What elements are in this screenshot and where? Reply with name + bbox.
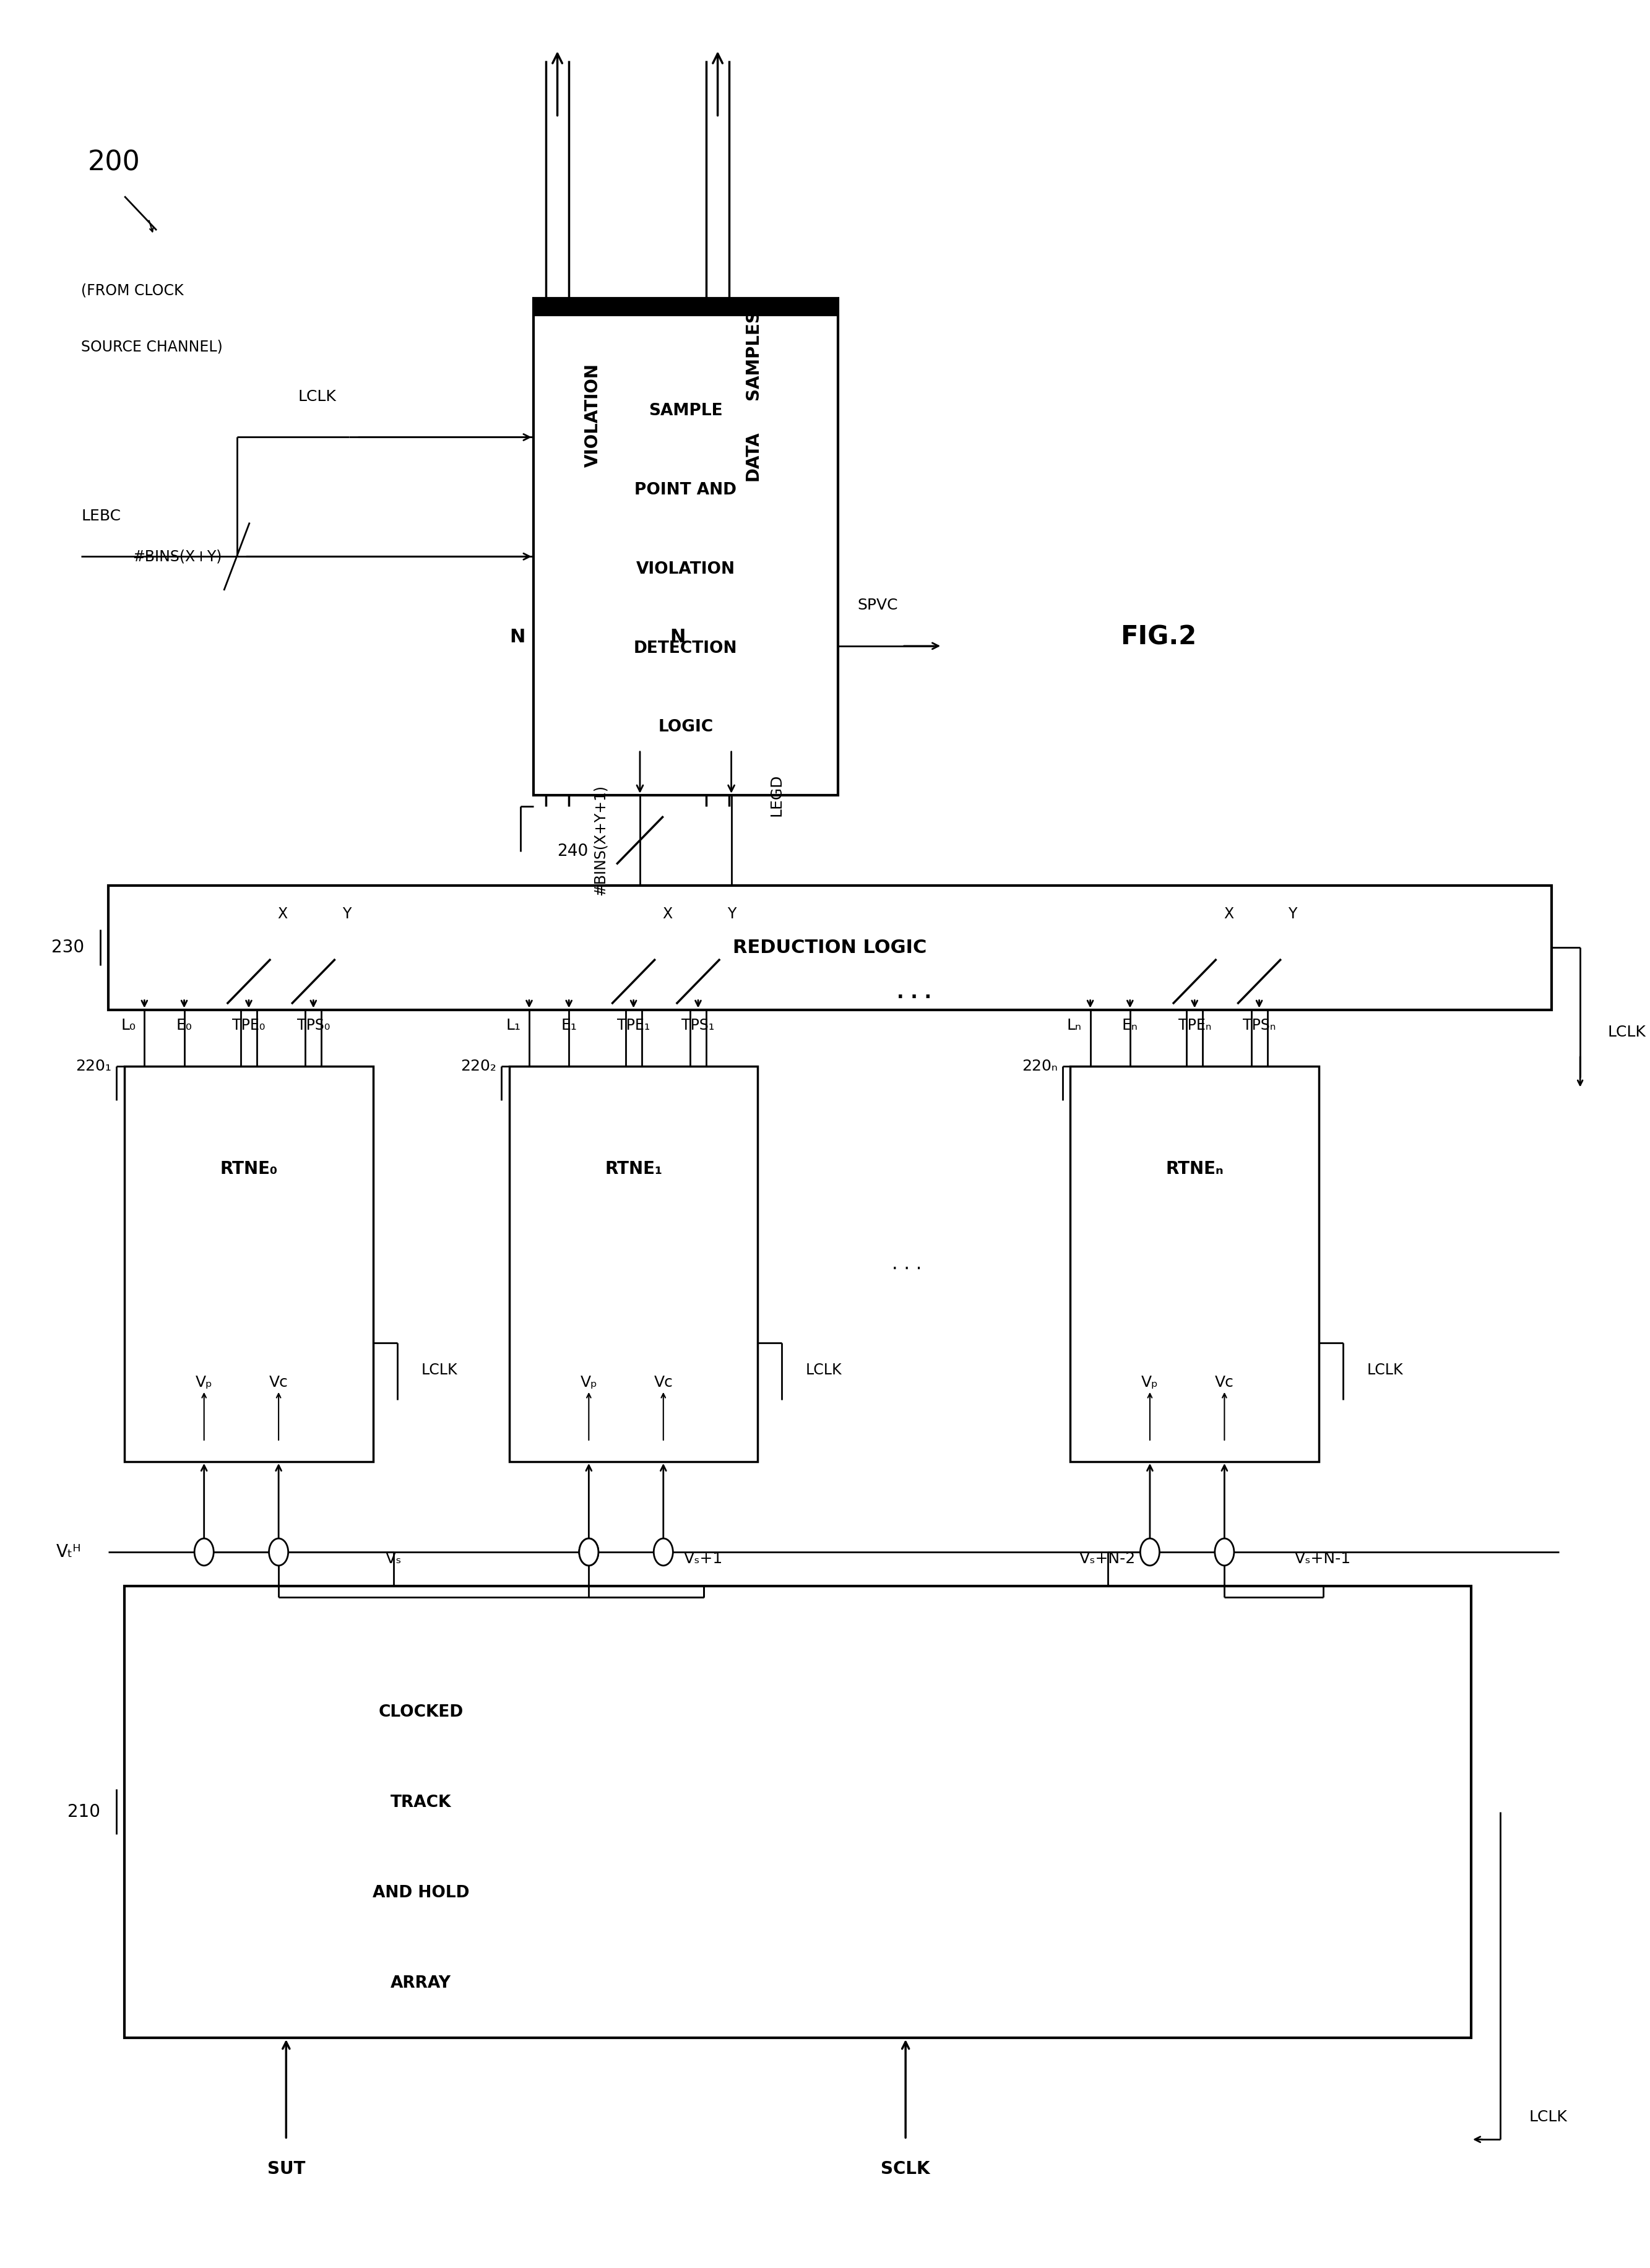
Text: TPEₙ: TPEₙ (1178, 1018, 1211, 1032)
Text: RTNE₁: RTNE₁ (606, 1161, 662, 1177)
Text: Vₚ: Vₚ (1142, 1374, 1158, 1390)
Text: Vᴄ: Vᴄ (1214, 1374, 1234, 1390)
Text: #BINS(X+Y+1): #BINS(X+Y+1) (592, 785, 607, 896)
Text: FIG.2: FIG.2 (1120, 624, 1196, 651)
Text: L₀: L₀ (120, 1018, 135, 1032)
Text: SPVC: SPVC (858, 599, 898, 612)
Text: LEGD: LEGD (769, 773, 784, 816)
Text: LCLK: LCLK (421, 1363, 457, 1377)
Text: 200: 200 (87, 150, 140, 175)
Circle shape (579, 1538, 599, 1565)
Bar (533, 297, 838, 796)
Text: 220ₙ: 220ₙ (1021, 1059, 1058, 1073)
Text: RTNEₙ: RTNEₙ (1165, 1161, 1224, 1177)
Text: Vᴄ: Vᴄ (653, 1374, 673, 1390)
Text: TPE₀: TPE₀ (233, 1018, 266, 1032)
Circle shape (195, 1538, 213, 1565)
Text: SCLK: SCLK (881, 2159, 931, 2177)
Bar (533, 297, 838, 315)
Text: VIOLATION: VIOLATION (637, 560, 736, 576)
Bar (124, 1585, 1472, 2037)
Text: Vₛ+N-1: Vₛ+N-1 (1295, 1551, 1351, 1567)
Text: Vₜᴴ: Vₜᴴ (56, 1542, 81, 1560)
Text: X: X (662, 907, 672, 921)
Text: SUT: SUT (267, 2159, 305, 2177)
Text: . . .: . . . (896, 984, 932, 1002)
Text: Vₚ: Vₚ (195, 1374, 213, 1390)
Text: TPS₁: TPS₁ (681, 1018, 714, 1032)
Text: Vₛ: Vₛ (386, 1551, 403, 1567)
Text: Vₛ+N-2: Vₛ+N-2 (1079, 1551, 1135, 1567)
Circle shape (653, 1538, 673, 1565)
Text: TPS₀: TPS₀ (297, 1018, 330, 1032)
Text: Y: Y (1289, 907, 1297, 921)
Text: REDUCTION LOGIC: REDUCTION LOGIC (733, 939, 927, 957)
Bar (510, 1066, 757, 1461)
Text: SAMPLES: SAMPLES (744, 308, 762, 399)
Text: LCLK: LCLK (805, 1363, 842, 1377)
Text: X: X (277, 907, 287, 921)
Text: TPSₙ: TPSₙ (1242, 1018, 1275, 1032)
Circle shape (1214, 1538, 1234, 1565)
Text: VIOLATION: VIOLATION (584, 363, 601, 467)
Text: DATA: DATA (744, 431, 762, 481)
Text: N: N (510, 628, 525, 646)
Text: SAMPLE: SAMPLE (648, 404, 723, 420)
Text: POINT AND: POINT AND (635, 483, 736, 499)
Text: ARRAY: ARRAY (391, 1975, 450, 1991)
Text: . . .: . . . (893, 1254, 922, 1272)
Text: E₀: E₀ (177, 1018, 191, 1032)
Text: Vₛ+1: Vₛ+1 (685, 1551, 723, 1567)
Text: SOURCE CHANNEL): SOURCE CHANNEL) (81, 340, 223, 354)
Text: LCLK: LCLK (1366, 1363, 1402, 1377)
Text: LCLK: LCLK (297, 390, 337, 404)
Text: Vᴄ: Vᴄ (269, 1374, 289, 1390)
Text: 240: 240 (558, 844, 589, 860)
Text: TRACK: TRACK (391, 1794, 450, 1810)
Bar (1071, 1066, 1318, 1461)
Text: TPE₁: TPE₁ (617, 1018, 650, 1032)
Text: Y: Y (728, 907, 736, 921)
Bar (124, 1066, 373, 1461)
Text: LOGIC: LOGIC (658, 719, 713, 735)
Text: AND HOLD: AND HOLD (373, 1885, 469, 1901)
Circle shape (269, 1538, 289, 1565)
Text: DETECTION: DETECTION (634, 640, 738, 655)
Text: X: X (1223, 907, 1234, 921)
Text: N: N (670, 628, 685, 646)
Text: LEBC: LEBC (81, 508, 120, 524)
Text: 230: 230 (51, 939, 84, 957)
Text: Eₙ: Eₙ (1122, 1018, 1138, 1032)
Text: #BINS(X+Y): #BINS(X+Y) (132, 549, 223, 565)
Text: CLOCKED: CLOCKED (378, 1703, 464, 1721)
Text: 210: 210 (68, 1803, 101, 1821)
Text: RTNE₀: RTNE₀ (219, 1161, 277, 1177)
Text: L₁: L₁ (505, 1018, 520, 1032)
Bar (109, 885, 1551, 1009)
Text: Lₙ: Lₙ (1068, 1018, 1082, 1032)
Circle shape (1140, 1538, 1160, 1565)
Circle shape (579, 1538, 599, 1565)
Text: (FROM CLOCK: (FROM CLOCK (81, 284, 183, 297)
Text: E₁: E₁ (561, 1018, 577, 1032)
Text: LCLK: LCLK (1607, 1025, 1645, 1039)
Text: Y: Y (342, 907, 351, 921)
Text: Vₚ: Vₚ (581, 1374, 597, 1390)
Text: LCLK: LCLK (1530, 2109, 1567, 2125)
Text: 220₂: 220₂ (460, 1059, 497, 1073)
Text: 220₁: 220₁ (76, 1059, 112, 1073)
